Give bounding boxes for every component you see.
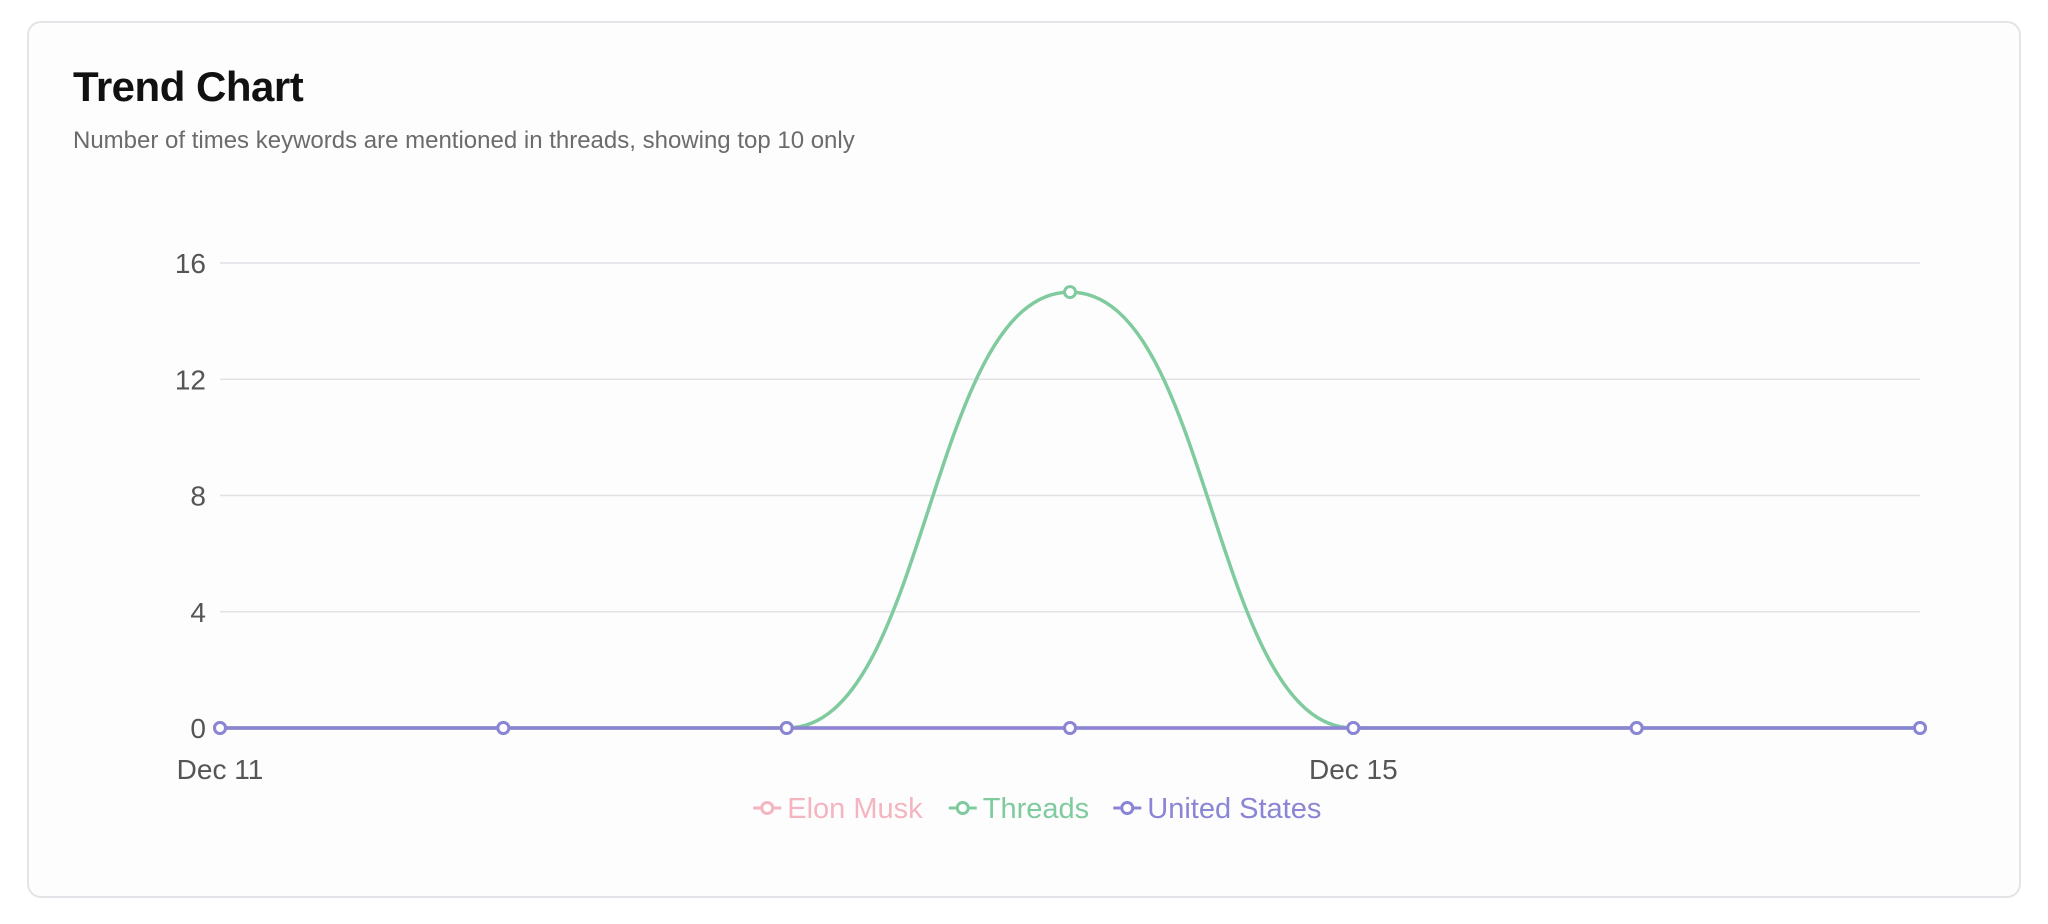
x-tick-label: Dec 11 xyxy=(177,754,264,785)
y-tick-label: 8 xyxy=(190,481,206,512)
legend-marker-dot xyxy=(1120,801,1135,815)
y-tick-label: 16 xyxy=(175,248,206,279)
trend-line-chart: 0 4 8 12 16 Dec 11 Dec 15 Elon Musk Threads Uni… xyxy=(175,248,1927,825)
data-point[interactable] xyxy=(1063,721,1077,735)
data-point[interactable] xyxy=(1063,285,1077,300)
legend-marker-dot xyxy=(955,801,970,815)
legend-label: Elon Musk xyxy=(787,793,923,825)
legend-marker-dot xyxy=(760,801,775,815)
y-axis-ticks: 0 4 8 12 16 xyxy=(175,248,206,744)
legend-label: United States xyxy=(1147,793,1321,825)
y-tick-label: 4 xyxy=(190,597,206,628)
data-point[interactable] xyxy=(1913,721,1927,735)
series-line-1 xyxy=(220,290,1920,730)
y-tick-label: 0 xyxy=(190,713,206,744)
x-axis-ticks: Dec 11 Dec 15 xyxy=(177,754,1398,785)
data-point[interactable] xyxy=(779,721,794,735)
data-point[interactable] xyxy=(1346,721,1361,735)
chart-title: Trend Chart xyxy=(73,63,304,110)
data-point[interactable] xyxy=(1629,721,1644,735)
grid-lines xyxy=(220,262,1920,729)
x-tick-label: Dec 15 xyxy=(1309,754,1398,785)
trend-chart-card: Trend Chart Number of times keywords are… xyxy=(27,21,2021,898)
legend-item-threads[interactable]: Threads xyxy=(948,793,1089,825)
y-tick-label: 12 xyxy=(175,364,206,395)
legend-item-united-states[interactable]: United States xyxy=(1113,793,1321,825)
chart-subtitle: Number of times keywords are mentioned i… xyxy=(73,127,855,154)
legend-item-elon-musk[interactable]: Elon Musk xyxy=(753,793,923,825)
chart-legend: Elon Musk Threads United States xyxy=(753,793,1321,825)
series-lines xyxy=(213,285,1927,735)
legend-label: Threads xyxy=(983,793,1089,825)
data-point[interactable] xyxy=(213,721,227,735)
data-point[interactable] xyxy=(496,721,511,735)
